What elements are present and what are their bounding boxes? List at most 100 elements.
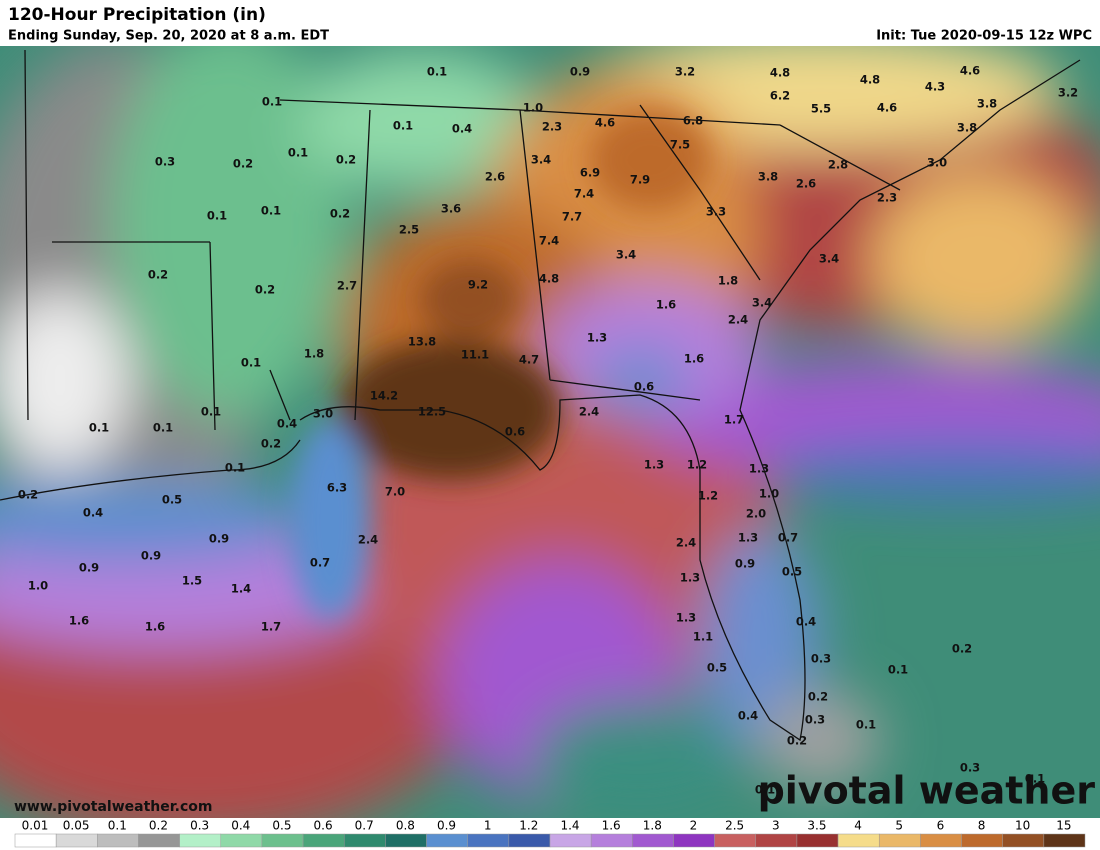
precip-label: 0.2 [148, 268, 168, 282]
precip-label: 0.4 [738, 709, 758, 723]
precip-label: 1.4 [231, 582, 251, 596]
precip-label: 0.2 [330, 207, 350, 221]
precip-label: 0.4 [452, 122, 472, 136]
colorbar-swatch [796, 833, 839, 848]
colorbar-swatch [673, 833, 715, 848]
precip-label: 0.7 [310, 556, 330, 570]
colorbar-label: 0.6 [314, 819, 333, 833]
precip-label: 1.3 [587, 331, 607, 345]
subtitle: Ending Sunday, Sep. 20, 2020 at 8 a.m. E… [8, 29, 329, 44]
precip-label: 2.4 [358, 533, 378, 547]
precip-label: 7.5 [670, 138, 690, 152]
precip-label: 1.8 [304, 347, 324, 361]
colorbar-swatch [302, 833, 345, 848]
colorbar-label: 0.8 [396, 819, 415, 833]
precip-label: 0.2 [787, 734, 807, 748]
precip-label: 3.0 [313, 407, 333, 421]
precip-label: 4.8 [539, 272, 559, 286]
colorbar-swatch [55, 833, 98, 848]
colorbar-label: 15 [1056, 819, 1071, 833]
precip-label: 4.3 [925, 80, 945, 94]
precip-label: 0.9 [141, 549, 161, 563]
precip-label: 3.4 [616, 248, 636, 262]
colorbar-label: 0.3 [190, 819, 209, 833]
precip-label: 0.4 [277, 417, 297, 431]
precip-label: 0.4 [83, 506, 103, 520]
precip-label: 6.8 [683, 114, 703, 128]
precip-label: 0.1 [207, 209, 227, 223]
precip-label: 1.5 [182, 574, 202, 588]
precip-label: 1.3 [676, 611, 696, 625]
precip-label: 1.3 [644, 458, 664, 472]
colorbar-swatch [878, 833, 921, 848]
labels: 0.1 0.9 3.2 4.8 4.8 4.6 4.3 6.2 5.5 4.6 3.8 3.2 0.1 1… [18, 64, 1078, 797]
precip-label: 12.5 [418, 405, 446, 419]
precip-label: 14.2 [370, 389, 398, 403]
precip-label: 1.6 [656, 298, 676, 312]
precip-label: 3.3 [706, 205, 726, 219]
precip-label: 1.7 [724, 413, 744, 427]
precip-label: 0.1 [856, 718, 876, 732]
colorbar-swatch [508, 833, 551, 848]
colorbar-swatch [179, 833, 222, 848]
precip-label: 2.5 [399, 223, 419, 237]
colorbar-swatch [1043, 833, 1086, 848]
precip-label: 4.8 [770, 66, 790, 80]
precip-label: 0.2 [18, 488, 38, 502]
colorbar-label: 10 [1015, 819, 1030, 833]
colorbar-swatch [97, 833, 139, 848]
precip-label: 0.2 [255, 283, 275, 297]
precip-label: 0.6 [634, 380, 654, 394]
colorbar-swatch [755, 833, 798, 848]
precip-label: 1.7 [261, 620, 281, 634]
precip-label: 0.1 [755, 783, 775, 797]
precip-label: 11.1 [461, 348, 489, 362]
precip-label: 6.9 [580, 166, 600, 180]
precip-label: 1.0 [28, 579, 48, 593]
precip-label: 4.8 [860, 73, 880, 87]
precip-label: 0.1 [888, 663, 908, 677]
precip-label: 1.8 [718, 274, 738, 288]
precip-label: 0.1 [225, 461, 245, 475]
precip-label: 1.1 [693, 630, 713, 644]
precip-label: 0.2 [261, 437, 281, 451]
precip-label: 7.7 [562, 210, 582, 224]
colorbar-swatch [14, 833, 57, 848]
precip-label: 3.2 [675, 65, 695, 79]
colorbar-swatch [920, 833, 962, 848]
precip-label: 3.4 [819, 252, 839, 266]
precip-label: 0.9 [209, 532, 229, 546]
precip-label: 0.1 [262, 95, 282, 109]
colorbar-label: 6 [937, 819, 945, 833]
colorbar-swatch [220, 833, 263, 848]
precip-label: 0.1 [427, 65, 447, 79]
precip-label: 3.0 [927, 156, 947, 170]
colorbar-label: 0.9 [437, 819, 456, 833]
precip-label: 9.2 [468, 278, 488, 292]
precip-label: 3.2 [1058, 86, 1078, 100]
colorbar-swatch [837, 833, 880, 848]
precip-label: 2.7 [337, 279, 357, 293]
precip-label: 0.7 [778, 531, 798, 545]
precip-label: 0.2 [808, 690, 828, 704]
precip-label: 0.5 [162, 493, 182, 507]
precip-label: 0.1 [89, 421, 109, 435]
precip-label: 0.1 [241, 356, 261, 370]
precip-label: 3.8 [977, 97, 997, 111]
precip-label: 0.4 [796, 615, 816, 629]
colorbar-swatch [961, 833, 1003, 848]
precip-label: 5.5 [811, 102, 831, 116]
precip-label: 13.8 [408, 335, 436, 349]
precip-label: 0.1 [1025, 772, 1045, 786]
colorbar-swatch [590, 833, 633, 848]
precip-label: 2.6 [485, 170, 505, 184]
precip-label: 2.4 [579, 405, 599, 419]
precip-label: 0.3 [805, 713, 825, 727]
colorbar-label: 3 [772, 819, 780, 833]
colorbar-label: 0.05 [63, 819, 90, 833]
title: 120-Hour Precipitation (in) [8, 5, 266, 25]
precip-label: 2.3 [877, 191, 897, 205]
colorbar-label: 5 [895, 819, 903, 833]
precip-label: 0.3 [960, 761, 980, 775]
